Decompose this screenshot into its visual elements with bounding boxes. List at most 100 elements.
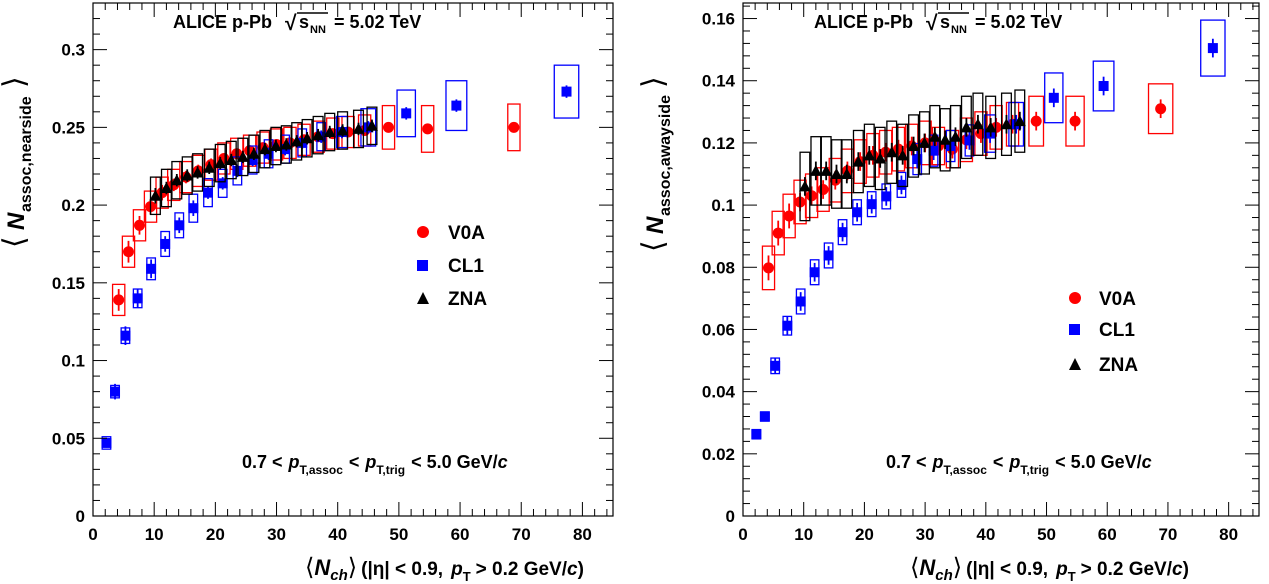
legend-marker-v0a — [1069, 292, 1081, 304]
y-tick-label: 0.1 — [61, 352, 85, 371]
zna-point — [214, 157, 227, 169]
zna-point — [258, 143, 271, 155]
x-tick-label: 60 — [451, 525, 470, 544]
zna-syst-box — [248, 134, 260, 174]
zna-syst-box — [960, 95, 972, 160]
x-tick-label: 40 — [976, 525, 995, 544]
v0a-syst-box — [782, 193, 796, 239]
zna-point — [939, 133, 952, 145]
cl1-point — [203, 187, 214, 198]
legend-label-cl1: CL1 — [1099, 320, 1135, 341]
v0a-point — [122, 246, 134, 258]
x-tick-label: 10 — [145, 525, 164, 544]
data-marks — [101, 64, 580, 450]
legend-label-v0a: V0A — [1099, 289, 1136, 310]
v0a-point — [762, 262, 774, 274]
cl1-point — [561, 86, 572, 97]
cl1-point — [132, 293, 143, 304]
legend-label-zna: ZNA — [448, 289, 487, 310]
zna-syst-box — [852, 129, 864, 194]
zna-point — [830, 168, 843, 179]
legend: V0A CL1 ZNA — [417, 223, 487, 310]
legend-label-v0a: V0A — [448, 223, 485, 244]
cl1-point — [217, 178, 228, 189]
y-axis-title: ⟨ N assoc,awayside ⟩ — [637, 76, 674, 252]
zna-point — [928, 130, 941, 142]
zna-point — [269, 140, 282, 152]
y-tick-label: 0.05 — [52, 429, 85, 448]
zna-syst-box — [324, 112, 336, 152]
cl1-point — [247, 155, 258, 166]
cl1-point — [881, 191, 892, 202]
v0a-syst-box — [420, 104, 435, 153]
zna-point — [203, 161, 216, 173]
zna-syst-box — [874, 126, 886, 191]
zna-syst-box — [301, 118, 313, 158]
cl1-point — [401, 108, 412, 119]
cl1-point — [866, 199, 877, 210]
zna-point — [852, 155, 865, 167]
v0a-point — [817, 184, 829, 196]
v0a-point — [772, 227, 784, 239]
v0a-syst-box — [381, 104, 396, 150]
legend-marker-cl1 — [1069, 324, 1080, 335]
zna-syst-box — [149, 176, 161, 216]
cl1-syst-box — [1044, 72, 1064, 124]
zna-syst-box — [886, 120, 898, 184]
sqrt-var: s — [940, 12, 950, 32]
x-axis-title: ⟨Nch⟩ (|η| < 0.9, pT > 0.2 GeV/c) — [910, 554, 1189, 584]
zna-point — [170, 174, 183, 186]
zna-point — [820, 164, 833, 176]
zna-syst-box — [225, 140, 237, 180]
y-tick-label: 0.2 — [61, 196, 85, 215]
y-tick-label: 0.08 — [702, 258, 735, 277]
zna-syst-box — [203, 148, 215, 188]
y-axis-title: ⟨ N assoc,nearside ⟩ — [0, 76, 35, 248]
v0a-syst-box — [771, 210, 785, 256]
y-tick-label: 0.1 — [711, 196, 735, 215]
cl1-point — [964, 135, 975, 146]
zna-point — [863, 149, 876, 161]
zna-point — [336, 124, 349, 136]
left-panel: 0 10 20 30 40 50 60 70 8000.050.10.150.20.250.3 … — [0, 2, 614, 584]
zna-point — [874, 152, 887, 164]
zna-point — [365, 119, 378, 131]
legend-marker-cl1 — [417, 260, 428, 271]
x-tick-label: 30 — [916, 525, 935, 544]
cl1-point — [795, 296, 806, 307]
experiment-label: ALICE p-Pb — [173, 12, 272, 32]
cl1-syst-box — [1092, 60, 1115, 112]
cl1-point — [451, 100, 462, 111]
axis-ticks: 0 10 20 30 40 50 60 70 80 0 0.02 0.04 0.06 0.08 0.1 0.1… — [702, 3, 1259, 544]
x-tick-label: 10 — [794, 525, 813, 544]
v0a-syst-box — [507, 103, 521, 152]
x-tick-label: 0 — [88, 525, 97, 544]
y-tick-label: 0.16 — [702, 10, 735, 29]
zna-point — [971, 118, 984, 130]
v0a-point — [1155, 103, 1167, 115]
zna-syst-box — [908, 114, 920, 178]
zna-syst-box — [214, 143, 226, 183]
zna-point — [1013, 115, 1026, 127]
sqrt-symbol: √ — [285, 12, 297, 35]
cl1-point — [188, 203, 199, 214]
x-tick-label: 50 — [389, 525, 408, 544]
y-tick-label: 0.12 — [702, 134, 735, 153]
cl1-point — [759, 411, 770, 422]
v0a-syst-box — [1065, 95, 1085, 147]
cl1-syst-box — [445, 80, 468, 132]
x-tick-label: 40 — [328, 525, 347, 544]
y-tick-label: 0.15 — [52, 274, 85, 293]
y-tick-label: 0.14 — [702, 72, 736, 91]
zna-point — [301, 132, 314, 144]
zna-point — [984, 121, 997, 133]
x-tick-label: 50 — [1037, 525, 1056, 544]
zna-point — [191, 166, 204, 178]
experiment-label: ALICE p-Pb — [814, 12, 913, 32]
zna-syst-box — [237, 137, 249, 177]
sqrt-var: s — [299, 12, 309, 32]
v0a-syst-box — [132, 209, 147, 242]
x-tick-label: 20 — [855, 525, 874, 544]
v0a-syst-box — [761, 245, 776, 291]
angle-left: ⟨ — [0, 236, 31, 248]
